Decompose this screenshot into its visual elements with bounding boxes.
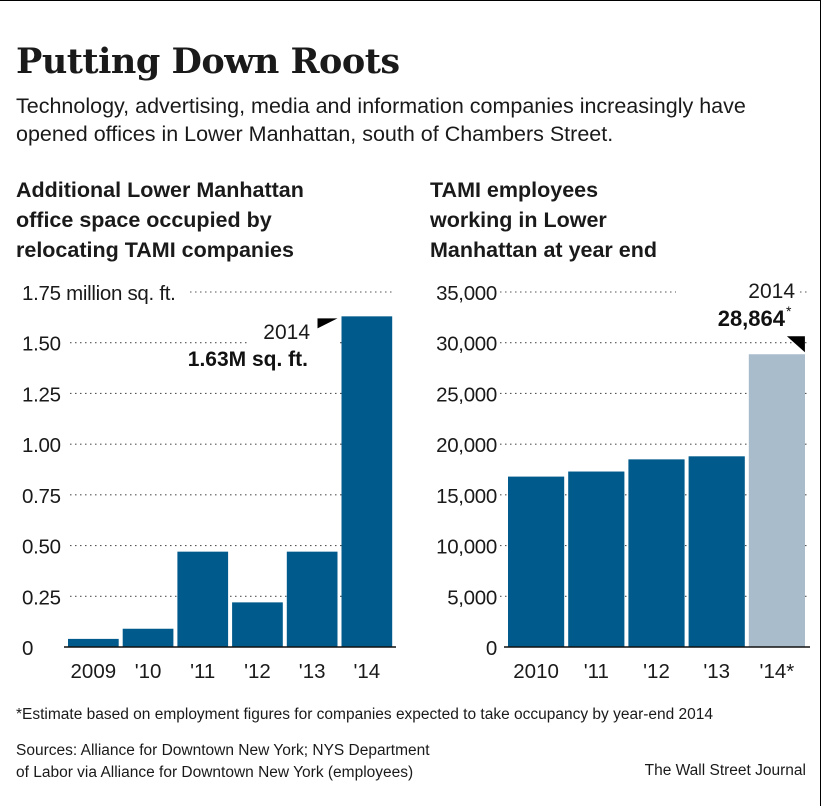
page-subtitle: Technology, advertising, media and infor… (16, 94, 746, 146)
footnote: *Estimate based on employment figures fo… (16, 706, 714, 723)
credit: The Wall Street Journal (644, 762, 806, 779)
sources-line-1: Sources: Alliance for Downtown New York;… (16, 742, 430, 759)
sources: Sources: Alliance for Downtown New York;… (16, 740, 430, 784)
left-chart-title: Additional Lower Manhattan office space … (16, 178, 304, 262)
sources-line-2: of Labor via Alliance for Downtown New Y… (16, 764, 414, 781)
page-title: Putting Down Roots (16, 41, 400, 82)
right-chart-title: TAMI employees working in Lower Manhatta… (430, 178, 657, 262)
